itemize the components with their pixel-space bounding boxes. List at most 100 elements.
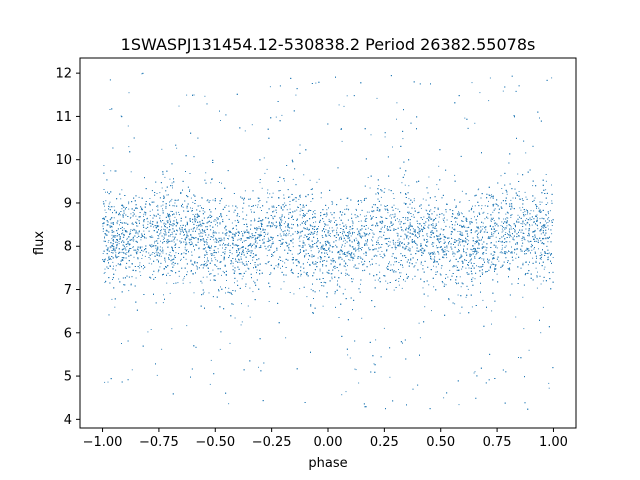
data-point — [121, 189, 123, 191]
data-point — [460, 286, 462, 288]
data-point — [267, 237, 269, 239]
data-point — [351, 257, 353, 259]
data-point — [503, 235, 505, 237]
data-point — [166, 282, 168, 284]
data-point — [422, 287, 424, 289]
data-point — [548, 387, 550, 389]
data-point — [364, 215, 366, 217]
data-point — [299, 210, 301, 212]
data-point — [349, 259, 351, 261]
data-point — [310, 305, 312, 307]
data-point — [205, 241, 207, 243]
data-point — [137, 249, 139, 251]
data-point — [120, 115, 122, 117]
data-point — [109, 247, 111, 249]
data-point — [161, 187, 163, 189]
data-point — [402, 138, 404, 140]
data-point — [536, 214, 538, 216]
data-point — [201, 219, 203, 221]
data-point — [411, 246, 413, 248]
data-point — [104, 209, 106, 211]
data-point — [161, 247, 163, 249]
data-point — [308, 243, 310, 245]
data-point — [263, 157, 265, 159]
data-point — [295, 94, 297, 96]
data-point — [481, 208, 482, 210]
data-point — [247, 267, 249, 269]
data-point — [375, 339, 377, 341]
data-point — [452, 251, 454, 253]
data-point — [149, 210, 151, 212]
data-point — [309, 255, 311, 257]
data-point — [133, 239, 135, 241]
data-point — [542, 225, 544, 226]
data-point — [299, 224, 301, 226]
data-point — [450, 259, 451, 261]
data-point — [325, 245, 327, 247]
data-point — [516, 253, 518, 255]
data-point — [259, 182, 261, 184]
data-point — [525, 214, 527, 216]
data-point — [108, 255, 110, 257]
data-point — [474, 371, 476, 373]
data-point — [175, 211, 177, 213]
data-point — [423, 222, 425, 224]
data-point — [306, 227, 308, 229]
data-point — [247, 245, 249, 247]
data-point — [539, 204, 541, 205]
data-point — [143, 230, 145, 232]
data-point — [330, 273, 332, 275]
data-point — [139, 262, 141, 264]
data-point — [450, 246, 452, 248]
data-point — [527, 250, 529, 252]
data-point — [129, 266, 131, 268]
data-point — [165, 253, 167, 255]
data-point — [413, 198, 415, 200]
data-point — [129, 232, 131, 234]
data-point — [102, 201, 104, 203]
data-point — [126, 246, 128, 248]
data-point — [268, 245, 270, 246]
data-point — [185, 258, 187, 260]
data-point — [140, 239, 142, 241]
data-point — [214, 264, 216, 266]
data-point — [446, 250, 448, 252]
data-point — [333, 246, 335, 248]
data-point — [253, 280, 255, 282]
data-point — [323, 229, 325, 230]
data-point — [467, 273, 469, 275]
data-point — [478, 188, 480, 190]
data-point — [459, 312, 461, 314]
data-point — [209, 250, 211, 251]
data-point — [203, 239, 205, 241]
data-point — [411, 240, 413, 242]
data-point — [258, 201, 260, 203]
data-point — [143, 213, 145, 215]
data-point — [253, 220, 255, 222]
data-point — [289, 208, 291, 210]
data-point — [365, 215, 367, 217]
data-point — [420, 207, 422, 209]
data-point — [505, 232, 507, 234]
data-point — [330, 259, 332, 261]
data-point — [143, 215, 144, 217]
data-point — [525, 209, 527, 211]
data-point — [522, 206, 524, 208]
data-point — [404, 280, 406, 282]
data-point — [289, 204, 291, 206]
data-point — [447, 276, 449, 278]
data-point — [186, 221, 188, 223]
data-point — [102, 230, 104, 232]
data-point — [130, 283, 132, 285]
data-point — [438, 253, 440, 255]
data-point — [470, 221, 472, 223]
data-point — [345, 272, 347, 274]
data-point — [149, 198, 151, 199]
data-point — [537, 228, 539, 230]
data-point — [480, 240, 482, 241]
data-point — [195, 265, 197, 267]
data-point — [247, 249, 249, 251]
data-point — [325, 235, 327, 237]
data-point — [472, 205, 473, 207]
